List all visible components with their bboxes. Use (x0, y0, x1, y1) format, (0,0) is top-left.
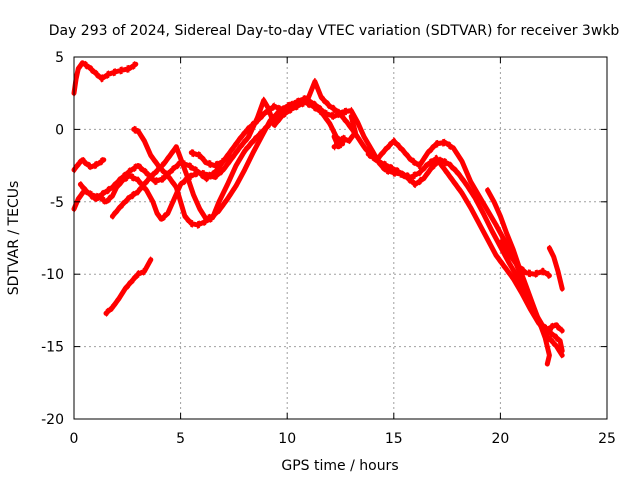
data-series (71, 59, 565, 368)
series-marks-track-4 (79, 83, 563, 355)
series-marks-track-8 (105, 256, 152, 311)
x-axis-title: GPS time / hours (281, 458, 398, 474)
series-marks-track-5 (111, 98, 344, 217)
axis-ticks: 0 5 10 15 20 25 5 0 -5 -10 -15 -20 (41, 50, 616, 447)
series-track-12 (546, 245, 565, 292)
series-marks-track-10 (486, 186, 551, 362)
x-tick-label: 10 (278, 431, 296, 447)
x-tick-label: 15 (385, 431, 403, 447)
y-axis-title: SDTVAR / TECUs (6, 181, 22, 296)
series-track-6 (131, 108, 290, 228)
series-marks-track-5 (111, 104, 344, 223)
x-tick-label: 25 (598, 431, 616, 447)
x-tick-label: 5 (176, 431, 185, 447)
series-track-8 (103, 257, 154, 316)
y-tick-label: -20 (41, 412, 64, 428)
series-marks-track-7 (191, 154, 231, 170)
plot-frame (73, 56, 608, 420)
series-track-5 (109, 99, 346, 222)
series-track-11 (497, 239, 552, 279)
series-track-2 (71, 157, 107, 173)
series-marks-track-11 (499, 238, 550, 274)
y-tick-label: -10 (41, 267, 64, 283)
series-marks-track-10 (486, 192, 551, 368)
grid (74, 57, 607, 419)
series-marks-track-13 (333, 119, 357, 151)
series-marks-track-11 (499, 244, 550, 280)
y-tick-label: 0 (55, 122, 64, 138)
series-marks-track-13 (333, 113, 357, 145)
series-marks-track-7 (191, 148, 231, 164)
x-tick-label: 0 (70, 431, 79, 447)
series-marks-track-1 (73, 65, 137, 97)
y-tick-label: -5 (50, 195, 64, 211)
y-tick-label: 5 (55, 50, 64, 66)
x-tick-label: 20 (491, 431, 509, 447)
y-tick-label: -15 (41, 340, 64, 356)
series-marks-track-2 (73, 156, 105, 168)
series-marks-track-9 (367, 143, 563, 359)
series-marks-track-1 (73, 59, 137, 91)
chart-title: Day 293 of 2024, Sidereal Day-to-day VTE… (49, 23, 620, 39)
series-track-1 (71, 60, 139, 96)
series-track-7 (188, 150, 233, 169)
series-marks-track-8 (105, 262, 152, 317)
series-marks-track-3 (73, 102, 563, 335)
series-track-10 (485, 187, 552, 367)
series-marks-track-4 (79, 77, 563, 349)
series-marks-track-2 (73, 162, 105, 174)
series-track-4 (77, 79, 565, 354)
